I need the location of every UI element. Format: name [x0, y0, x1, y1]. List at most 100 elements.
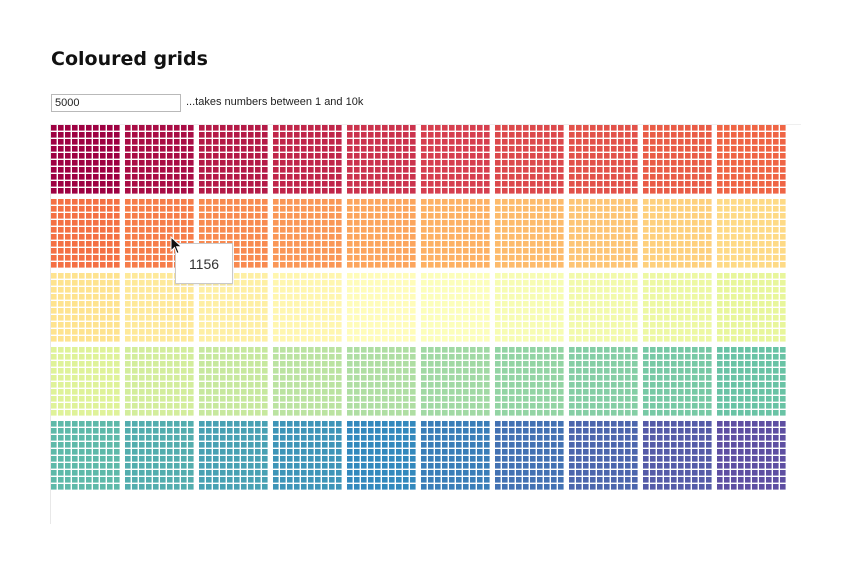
- grid-cell[interactable]: [569, 354, 575, 360]
- grid-cell[interactable]: [731, 354, 737, 360]
- grid-cell[interactable]: [336, 255, 342, 261]
- grid-cell[interactable]: [590, 153, 596, 159]
- grid-block[interactable]: [199, 125, 268, 194]
- grid-cell[interactable]: [308, 167, 314, 173]
- grid-cell[interactable]: [403, 125, 409, 131]
- grid-cell[interactable]: [569, 456, 575, 462]
- grid-cell[interactable]: [273, 368, 279, 374]
- grid-cell[interactable]: [241, 396, 247, 402]
- grid-cell[interactable]: [354, 329, 360, 335]
- grid-cell[interactable]: [456, 160, 462, 166]
- grid-cell[interactable]: [625, 167, 631, 173]
- grid-cell[interactable]: [322, 354, 328, 360]
- grid-cell[interactable]: [188, 463, 194, 469]
- grid-cell[interactable]: [773, 139, 779, 145]
- grid-cell[interactable]: [114, 139, 120, 145]
- grid-cell[interactable]: [643, 280, 649, 286]
- grid-cell[interactable]: [382, 308, 388, 314]
- grid-cell[interactable]: [287, 301, 293, 307]
- grid-cell[interactable]: [558, 322, 564, 328]
- grid-cell[interactable]: [477, 428, 483, 434]
- grid-cell[interactable]: [220, 199, 226, 205]
- grid-cell[interactable]: [685, 368, 691, 374]
- grid-cell[interactable]: [664, 206, 670, 212]
- grid-cell[interactable]: [583, 435, 589, 441]
- grid-cell[interactable]: [389, 477, 395, 483]
- grid-cell[interactable]: [671, 181, 677, 187]
- grid-cell[interactable]: [382, 248, 388, 254]
- grid-cell[interactable]: [79, 132, 85, 138]
- grid-cell[interactable]: [717, 410, 723, 416]
- grid-cell[interactable]: [206, 470, 212, 476]
- grid-cell[interactable]: [132, 220, 138, 226]
- grid-cell[interactable]: [227, 470, 233, 476]
- grid-cell[interactable]: [389, 421, 395, 427]
- grid-cell[interactable]: [160, 234, 166, 240]
- grid-cell[interactable]: [685, 174, 691, 180]
- grid-cell[interactable]: [477, 301, 483, 307]
- grid-cell[interactable]: [354, 435, 360, 441]
- grid-cell[interactable]: [294, 139, 300, 145]
- grid-cell[interactable]: [664, 287, 670, 293]
- grid-cell[interactable]: [537, 125, 543, 131]
- grid-cell[interactable]: [724, 389, 730, 395]
- grid-cell[interactable]: [361, 477, 367, 483]
- grid-cell[interactable]: [625, 287, 631, 293]
- grid-cell[interactable]: [287, 329, 293, 335]
- grid-cell[interactable]: [576, 336, 582, 342]
- grid-cell[interactable]: [470, 410, 476, 416]
- grid-cell[interactable]: [632, 347, 638, 353]
- grid-cell[interactable]: [551, 255, 557, 261]
- grid-cell[interactable]: [738, 273, 744, 279]
- grid-cell[interactable]: [125, 449, 131, 455]
- grid-cell[interactable]: [389, 456, 395, 462]
- grid-cell[interactable]: [125, 442, 131, 448]
- grid-cell[interactable]: [643, 375, 649, 381]
- grid-cell[interactable]: [759, 336, 765, 342]
- grid-cell[interactable]: [139, 442, 145, 448]
- grid-cell[interactable]: [706, 294, 712, 300]
- grid-cell[interactable]: [220, 227, 226, 233]
- grid-cell[interactable]: [509, 484, 515, 490]
- grid-cell[interactable]: [428, 125, 434, 131]
- grid-cell[interactable]: [294, 206, 300, 212]
- grid-cell[interactable]: [146, 181, 152, 187]
- grid-cell[interactable]: [273, 421, 279, 427]
- grid-cell[interactable]: [389, 410, 395, 416]
- grid-cell[interactable]: [139, 273, 145, 279]
- grid-cell[interactable]: [301, 354, 307, 360]
- grid-cell[interactable]: [664, 273, 670, 279]
- grid-cell[interactable]: [146, 329, 152, 335]
- grid-cell[interactable]: [442, 273, 448, 279]
- grid-cell[interactable]: [336, 139, 342, 145]
- grid-cell[interactable]: [766, 255, 772, 261]
- grid-cell[interactable]: [604, 146, 610, 152]
- grid-cell[interactable]: [632, 132, 638, 138]
- grid-cell[interactable]: [611, 470, 617, 476]
- grid-cell[interactable]: [153, 456, 159, 462]
- grid-cell[interactable]: [206, 132, 212, 138]
- grid-cell[interactable]: [463, 160, 469, 166]
- grid-cell[interactable]: [706, 442, 712, 448]
- grid-cell[interactable]: [657, 181, 663, 187]
- grid-cell[interactable]: [361, 227, 367, 233]
- grid-cell[interactable]: [484, 301, 490, 307]
- grid-cell[interactable]: [618, 421, 624, 427]
- grid-cell[interactable]: [273, 213, 279, 219]
- grid-cell[interactable]: [597, 410, 603, 416]
- grid-cell[interactable]: [65, 315, 71, 321]
- grid-cell[interactable]: [206, 435, 212, 441]
- grid-cell[interactable]: [51, 188, 57, 194]
- grid-cell[interactable]: [188, 213, 194, 219]
- grid-cell[interactable]: [206, 442, 212, 448]
- grid-cell[interactable]: [484, 382, 490, 388]
- grid-cell[interactable]: [643, 449, 649, 455]
- grid-cell[interactable]: [146, 132, 152, 138]
- grid-cell[interactable]: [544, 255, 550, 261]
- grid-cell[interactable]: [590, 442, 596, 448]
- grid-cell[interactable]: [516, 167, 522, 173]
- grid-cell[interactable]: [308, 125, 314, 131]
- grid-cell[interactable]: [717, 368, 723, 374]
- grid-cell[interactable]: [717, 241, 723, 247]
- grid-cell[interactable]: [114, 347, 120, 353]
